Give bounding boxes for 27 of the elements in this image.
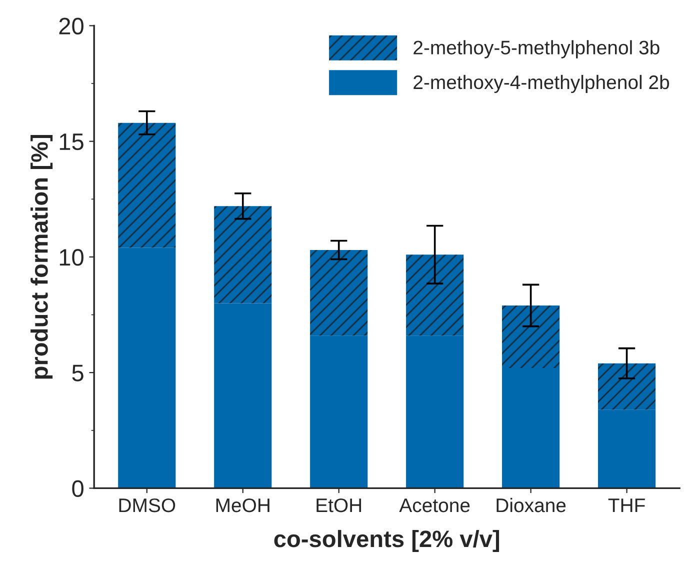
bar <box>118 122 176 248</box>
bar <box>502 368 560 488</box>
x-tick-label: DMSO <box>119 498 176 512</box>
x-axis-title: co-solvents [2% v/v] <box>274 530 500 552</box>
x-tick-label: Dioxane <box>496 498 566 512</box>
y-tick-label: 5 <box>72 364 84 382</box>
x-tick-label: Acetone <box>399 498 470 512</box>
legend-label: 2-methoxy-4-methylphenol 2b <box>414 74 670 94</box>
bar <box>406 254 464 336</box>
y-tick-label: 0 <box>72 480 84 497</box>
x-tick-label: EtOH <box>316 498 362 512</box>
y-tick-label: 15 <box>60 134 84 150</box>
bar <box>310 250 368 336</box>
bar <box>118 248 176 488</box>
x-tick-label: MeOH <box>216 498 270 512</box>
legend-label: 2-methoy-5-methylphenol 3b <box>414 40 660 58</box>
bar <box>598 363 656 410</box>
bar <box>502 306 560 368</box>
bar <box>598 410 656 488</box>
y-tick-label: 10 <box>60 249 84 266</box>
bar <box>310 336 368 488</box>
bar <box>214 303 272 488</box>
x-tick-label: THF <box>608 498 645 512</box>
y-axis-title: product formation [%] <box>30 134 53 379</box>
y-tick-label: 20 <box>59 18 84 34</box>
bar <box>406 336 464 488</box>
bar <box>214 206 272 304</box>
